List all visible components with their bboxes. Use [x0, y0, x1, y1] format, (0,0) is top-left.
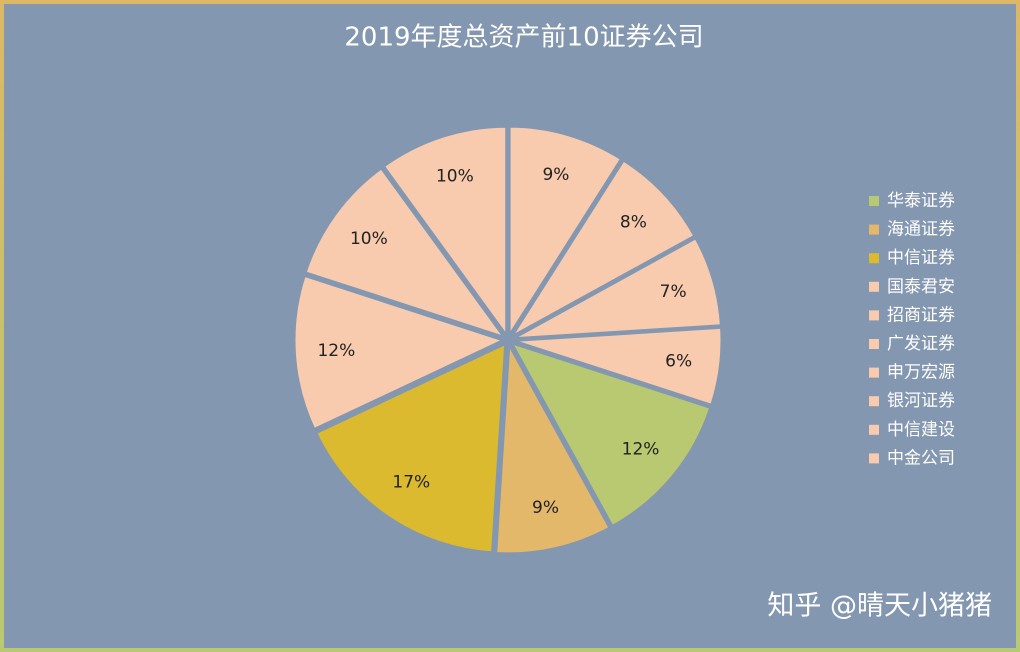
data-label: 10% — [436, 166, 474, 186]
legend-swatch — [869, 310, 879, 321]
data-label: 9% — [542, 165, 569, 185]
pie-slice — [511, 235, 724, 341]
data-label: 17% — [392, 472, 430, 492]
legend-swatch — [869, 339, 879, 349]
legend-swatch — [869, 367, 879, 378]
legend-label: 中金公司 — [887, 448, 955, 468]
legend-swatch — [869, 453, 879, 464]
legend-label: 银河证券 — [887, 391, 955, 411]
pie-slice — [303, 165, 509, 341]
pie-slice — [509, 157, 697, 339]
pie-slice — [313, 340, 508, 555]
pie-slice — [507, 124, 624, 342]
legend-label: 中信建设 — [887, 420, 955, 440]
data-label: 10% — [350, 229, 388, 249]
pie-slice — [292, 273, 509, 432]
data-label: 12% — [317, 341, 355, 361]
legend-label: 招商证券 — [887, 305, 955, 325]
pie-slice — [494, 338, 613, 556]
legend-label: 中信证券 — [887, 248, 955, 268]
pie-slice — [507, 339, 713, 529]
pie-slice — [381, 124, 509, 341]
data-label: 12% — [622, 440, 660, 460]
data-label: 9% — [532, 498, 559, 518]
pie-slice — [511, 325, 724, 408]
data-label: 7% — [660, 282, 687, 302]
legend-swatch — [869, 396, 879, 407]
watermark: 知乎 @晴天小猪猪 — [767, 591, 992, 622]
legend-label: 华泰证券 — [887, 191, 955, 211]
legend-label: 申万宏源 — [887, 363, 955, 383]
data-label: 8% — [620, 212, 647, 232]
legend-swatch — [869, 196, 879, 206]
chart-title: 2019年度总资产前10证券公司 — [344, 23, 703, 53]
legend-label: 国泰君安 — [887, 277, 955, 297]
legend-swatch — [869, 224, 879, 235]
data-label: 6% — [665, 352, 692, 372]
legend-label: 广发证券 — [887, 334, 955, 354]
legend-swatch — [869, 281, 879, 292]
legend-swatch — [869, 424, 879, 435]
legend-label: 海通证券 — [887, 220, 955, 240]
legend-swatch — [869, 253, 879, 264]
